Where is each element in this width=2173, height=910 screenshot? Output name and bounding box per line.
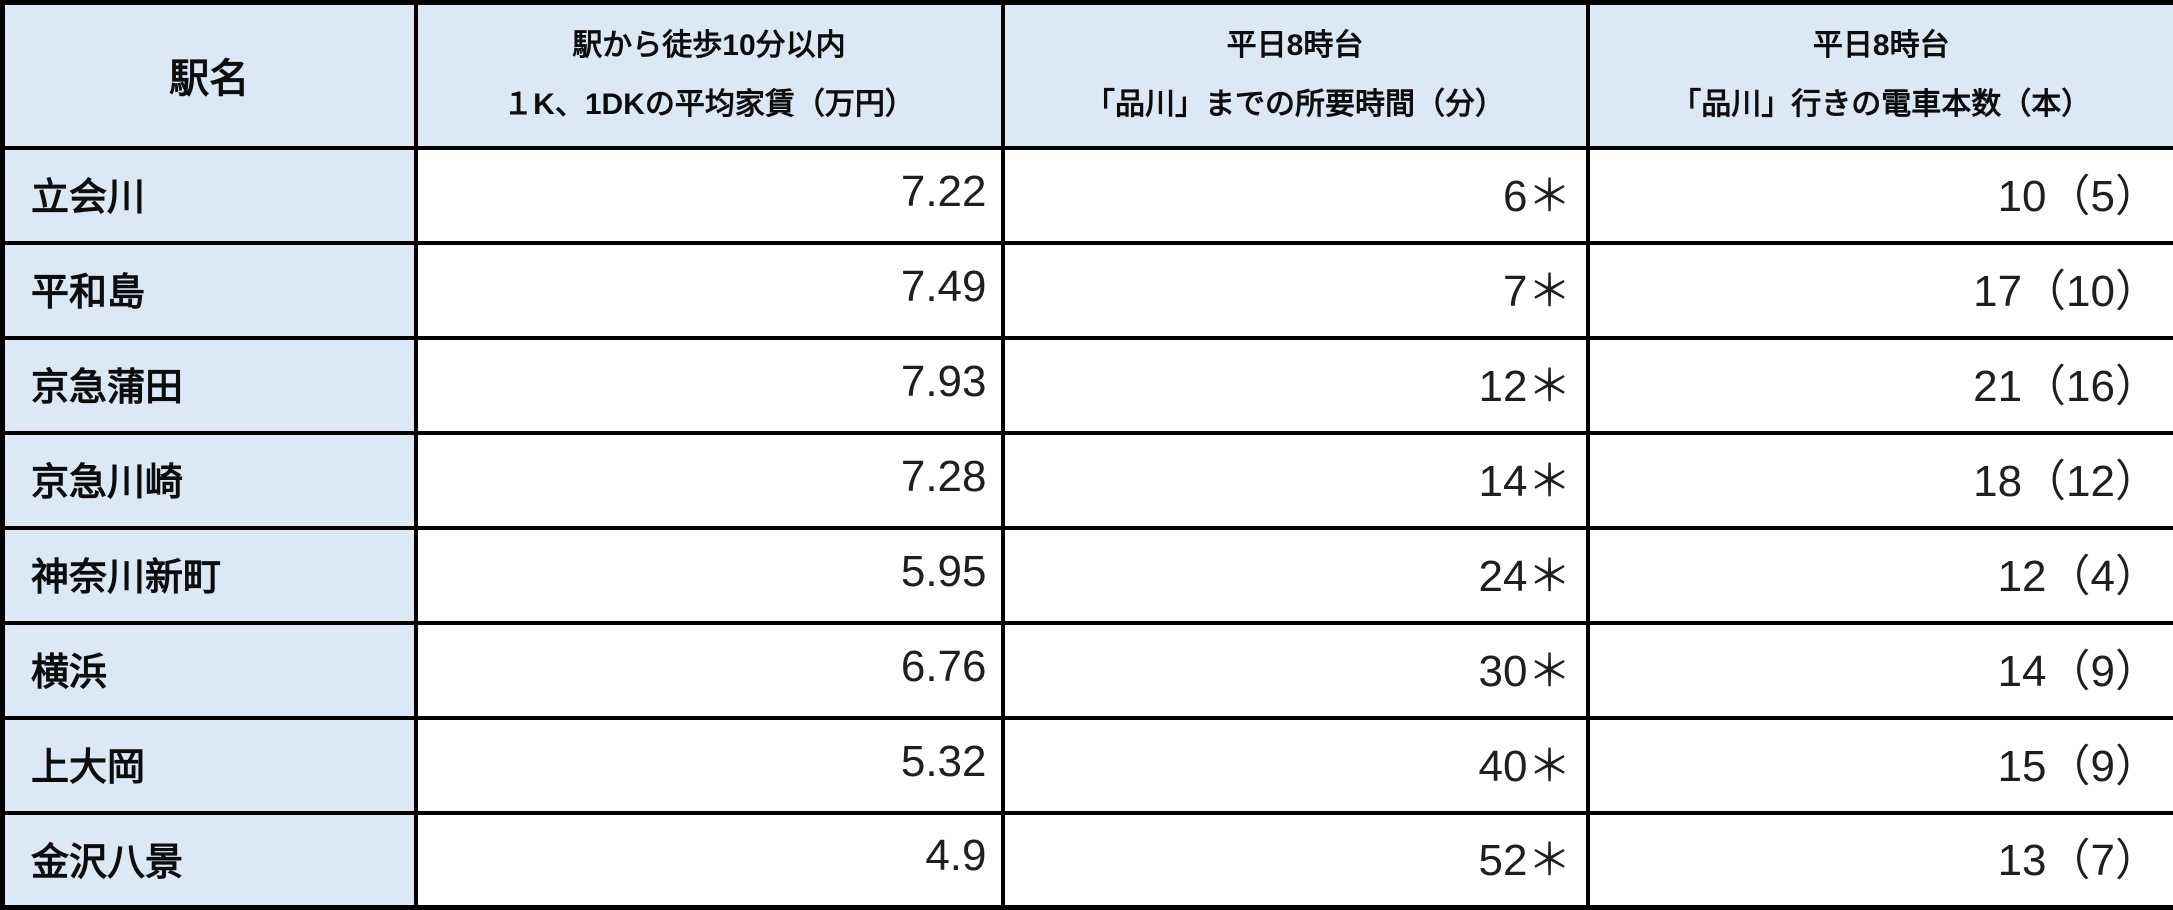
table-header: 駅名 駅から徒歩10分以内 １K、1DKの平均家賃（万円） 平日8時台 「品川」… bbox=[3, 3, 2173, 148]
header-rent-line1: 駅から徒歩10分以内 bbox=[418, 16, 1001, 75]
station-name-cell: 上大岡 bbox=[3, 718, 416, 813]
rent-value-cell: 6.76 bbox=[416, 623, 1003, 718]
station-name-cell: 平和島 bbox=[3, 243, 416, 338]
table-row: 神奈川新町 5.95 24＊ 12（4） bbox=[3, 528, 2173, 623]
train-count-cell: 21（16） bbox=[1588, 338, 2173, 433]
header-station-label: 駅名 bbox=[5, 46, 414, 104]
table-row: 立会川 7.22 6＊ 10（5） bbox=[3, 148, 2173, 243]
station-name-cell: 立会川 bbox=[3, 148, 416, 243]
travel-time-cell: 30＊ bbox=[1003, 623, 1588, 718]
travel-time-cell: 7＊ bbox=[1003, 243, 1588, 338]
train-count-cell: 12（4） bbox=[1588, 528, 2173, 623]
station-name-cell: 金沢八景 bbox=[3, 813, 416, 908]
travel-time-cell: 40＊ bbox=[1003, 718, 1588, 813]
rent-value-cell: 5.32 bbox=[416, 718, 1003, 813]
table-row: 平和島 7.49 7＊ 17（10） bbox=[3, 243, 2173, 338]
rent-value-cell: 7.93 bbox=[416, 338, 1003, 433]
header-trains-line1: 平日8時台 bbox=[1590, 16, 2173, 75]
station-name-cell: 横浜 bbox=[3, 623, 416, 718]
train-count-cell: 10（5） bbox=[1588, 148, 2173, 243]
station-name-cell: 神奈川新町 bbox=[3, 528, 416, 623]
train-count-cell: 13（7） bbox=[1588, 813, 2173, 908]
table-row: 京急蒲田 7.93 12＊ 21（16） bbox=[3, 338, 2173, 433]
table-row: 上大岡 5.32 40＊ 15（9） bbox=[3, 718, 2173, 813]
header-cell-station-name: 駅名 bbox=[3, 3, 416, 148]
station-name-cell: 京急川崎 bbox=[3, 433, 416, 528]
travel-time-cell: 6＊ bbox=[1003, 148, 1588, 243]
travel-time-cell: 12＊ bbox=[1003, 338, 1588, 433]
header-time-line2: 「品川」までの所要時間（分） bbox=[1005, 75, 1586, 134]
train-count-cell: 15（9） bbox=[1588, 718, 2173, 813]
rent-value-cell: 5.95 bbox=[416, 528, 1003, 623]
table-row: 京急川崎 7.28 14＊ 18（12） bbox=[3, 433, 2173, 528]
header-cell-train-count: 平日8時台 「品川」行きの電車本数（本） bbox=[1588, 3, 2173, 148]
header-rent-line2: １K、1DKの平均家賃（万円） bbox=[418, 75, 1001, 134]
travel-time-cell: 24＊ bbox=[1003, 528, 1588, 623]
header-row: 駅名 駅から徒歩10分以内 １K、1DKの平均家賃（万円） 平日8時台 「品川」… bbox=[3, 3, 2173, 148]
rent-value-cell: 7.22 bbox=[416, 148, 1003, 243]
header-trains-line2: 「品川」行きの電車本数（本） bbox=[1590, 75, 2173, 134]
table-row: 横浜 6.76 30＊ 14（9） bbox=[3, 623, 2173, 718]
rent-value-cell: 7.28 bbox=[416, 433, 1003, 528]
train-count-cell: 18（12） bbox=[1588, 433, 2173, 528]
train-count-cell: 17（10） bbox=[1588, 243, 2173, 338]
table-body: 立会川 7.22 6＊ 10（5） 平和島 7.49 7＊ 17（10） 京急蒲… bbox=[3, 148, 2173, 908]
header-cell-travel-time: 平日8時台 「品川」までの所要時間（分） bbox=[1003, 3, 1588, 148]
header-cell-average-rent: 駅から徒歩10分以内 １K、1DKの平均家賃（万円） bbox=[416, 3, 1003, 148]
travel-time-cell: 52＊ bbox=[1003, 813, 1588, 908]
header-time-line1: 平日8時台 bbox=[1005, 16, 1586, 75]
table-row: 金沢八景 4.9 52＊ 13（7） bbox=[3, 813, 2173, 908]
train-count-cell: 14（9） bbox=[1588, 623, 2173, 718]
rent-value-cell: 4.9 bbox=[416, 813, 1003, 908]
rent-value-cell: 7.49 bbox=[416, 243, 1003, 338]
travel-time-cell: 14＊ bbox=[1003, 433, 1588, 528]
station-name-cell: 京急蒲田 bbox=[3, 338, 416, 433]
